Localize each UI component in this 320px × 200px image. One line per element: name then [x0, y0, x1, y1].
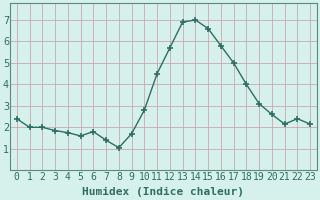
- X-axis label: Humidex (Indice chaleur): Humidex (Indice chaleur): [83, 187, 244, 197]
